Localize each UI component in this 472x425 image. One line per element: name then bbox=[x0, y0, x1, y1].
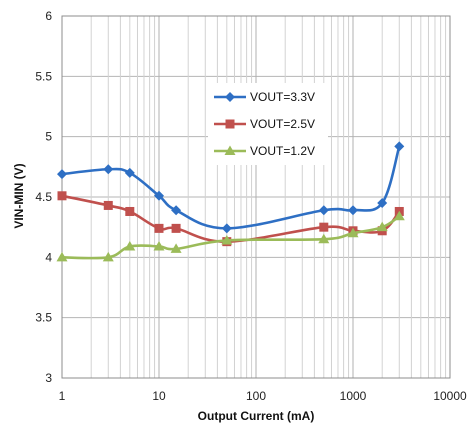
data-point-triangle bbox=[347, 227, 359, 238]
data-point-diamond bbox=[124, 167, 135, 178]
series-line bbox=[61, 145, 401, 230]
data-point-square bbox=[57, 191, 67, 201]
data-point-triangle bbox=[221, 234, 233, 245]
y-tick-label: 6 bbox=[45, 9, 52, 23]
data-point-diamond bbox=[377, 198, 388, 209]
y-tick-label: 5.5 bbox=[35, 69, 52, 83]
data-point-diamond bbox=[154, 190, 164, 201]
data-point-triangle bbox=[153, 240, 165, 251]
data-point-diamond bbox=[348, 205, 358, 216]
y-tick-label: 4.5 bbox=[35, 190, 52, 204]
y-axis-ticks: 3 3.5 4 4.5 5 5.5 6 bbox=[35, 9, 52, 385]
data-point-diamond bbox=[57, 169, 67, 180]
x-axis-ticks: 1 10 100 1000 10000 bbox=[59, 389, 467, 403]
data-point-square bbox=[171, 223, 181, 233]
y-tick-label: 4 bbox=[45, 250, 52, 264]
data-point-square bbox=[103, 200, 113, 210]
series-square bbox=[57, 191, 404, 247]
data-point-triangle bbox=[393, 210, 405, 221]
y-axis-label: VIN-MIN (V) bbox=[12, 163, 26, 228]
x-tick-label: 1000 bbox=[340, 389, 367, 403]
y-tick-label: 3.5 bbox=[35, 311, 52, 325]
series-diamond bbox=[57, 141, 405, 234]
series-group bbox=[56, 141, 405, 262]
legend-label: VOUT=2.5V bbox=[250, 117, 315, 131]
data-point-diamond bbox=[171, 205, 182, 216]
data-point-diamond bbox=[318, 205, 329, 216]
x-axis-label: Output Current (mA) bbox=[198, 409, 315, 423]
grid bbox=[61, 15, 450, 379]
y-tick-label: 3 bbox=[45, 371, 52, 385]
x-tick-label: 10 bbox=[152, 389, 166, 403]
series-triangle bbox=[56, 210, 405, 262]
data-point-square bbox=[319, 222, 329, 232]
data-point-diamond bbox=[103, 164, 114, 175]
series-line bbox=[61, 194, 401, 243]
data-point-triangle bbox=[224, 145, 236, 155]
legend-label: VOUT=3.3V bbox=[250, 90, 315, 104]
x-tick-label: 100 bbox=[246, 389, 266, 403]
data-point-diamond bbox=[221, 223, 232, 234]
data-point-triangle bbox=[170, 243, 182, 253]
data-point-triangle bbox=[102, 251, 114, 262]
x-tick-label: 1 bbox=[59, 389, 66, 403]
data-point-square bbox=[125, 206, 135, 216]
x-tick-label: 10000 bbox=[433, 389, 467, 403]
data-point-triangle bbox=[56, 251, 68, 262]
data-point-square bbox=[225, 119, 235, 129]
legend-label: VOUT=1.2V bbox=[250, 144, 315, 158]
data-point-square bbox=[154, 223, 164, 233]
data-point-diamond bbox=[394, 141, 405, 152]
legend-entry: VOUT=1.2V bbox=[214, 144, 315, 158]
data-point-diamond bbox=[225, 92, 235, 102]
data-point-triangle bbox=[318, 233, 330, 244]
legend-entry: VOUT=2.5V bbox=[214, 117, 315, 131]
legend-entry: VOUT=3.3V bbox=[214, 90, 315, 104]
y-tick-label: 5 bbox=[45, 130, 52, 144]
data-point-triangle bbox=[376, 221, 388, 232]
legend: VOUT=3.3V VOUT=2.5V VOUT=1.2V bbox=[208, 83, 328, 165]
series-line bbox=[61, 215, 401, 260]
data-point-triangle bbox=[124, 240, 136, 251]
